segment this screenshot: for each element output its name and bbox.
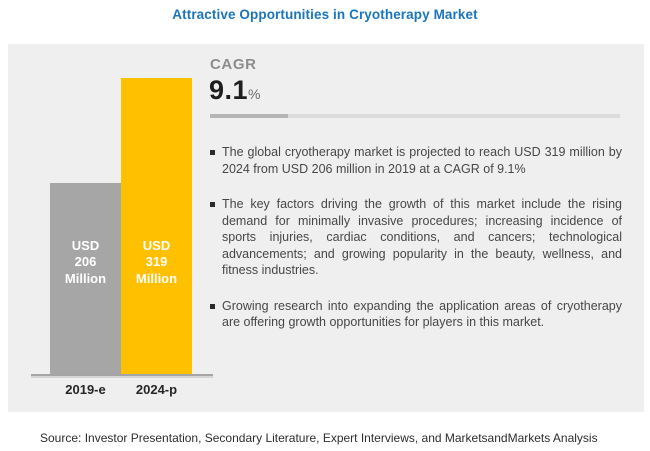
bullet-list: The global cryotherapy market is project… xyxy=(210,144,622,350)
bullet-text-2: The key factors driving the growth of th… xyxy=(222,197,622,277)
bullet-item-2: The key factors driving the growth of th… xyxy=(210,196,622,279)
x-axis-label-2024: 2024-p xyxy=(135,382,178,397)
bullet-text-1: The global cryotherapy market is project… xyxy=(222,145,622,176)
bar-value-label-2024: USD 319 Million xyxy=(135,237,178,286)
bullet-item-1: The global cryotherapy market is project… xyxy=(210,144,622,177)
bullet-square-icon xyxy=(210,150,215,155)
divider-line xyxy=(210,114,620,118)
bullet-text-3: Growing research into expanding the appl… xyxy=(222,298,622,330)
cagr-label: CAGR xyxy=(210,56,257,73)
bar-value-label-2019: USD 206 Million xyxy=(64,237,107,286)
percent-sign: % xyxy=(248,86,261,102)
page-title: Attractive Opportunities in Cryotherapy … xyxy=(172,7,478,22)
bullet-square-icon xyxy=(210,303,215,309)
bar-2024: USD 319 Million xyxy=(121,78,192,374)
cagr-value: 9.1% xyxy=(209,75,261,106)
cagr-number: 9.1 xyxy=(209,75,249,105)
source-note: Source: Investor Presentation, Secondary… xyxy=(40,431,598,445)
bullet-square-icon xyxy=(210,202,215,207)
x-axis-label-2019: 2019-e xyxy=(65,382,106,397)
bullet-item-3: Growing research into expanding the appl… xyxy=(210,298,622,331)
divider-accent-segment xyxy=(210,114,288,118)
content-panel: USD 206 Million USD 319 Million 2019-e 2… xyxy=(8,44,644,412)
x-axis-line xyxy=(31,374,213,376)
bar-2019: USD 206 Million xyxy=(50,183,121,374)
